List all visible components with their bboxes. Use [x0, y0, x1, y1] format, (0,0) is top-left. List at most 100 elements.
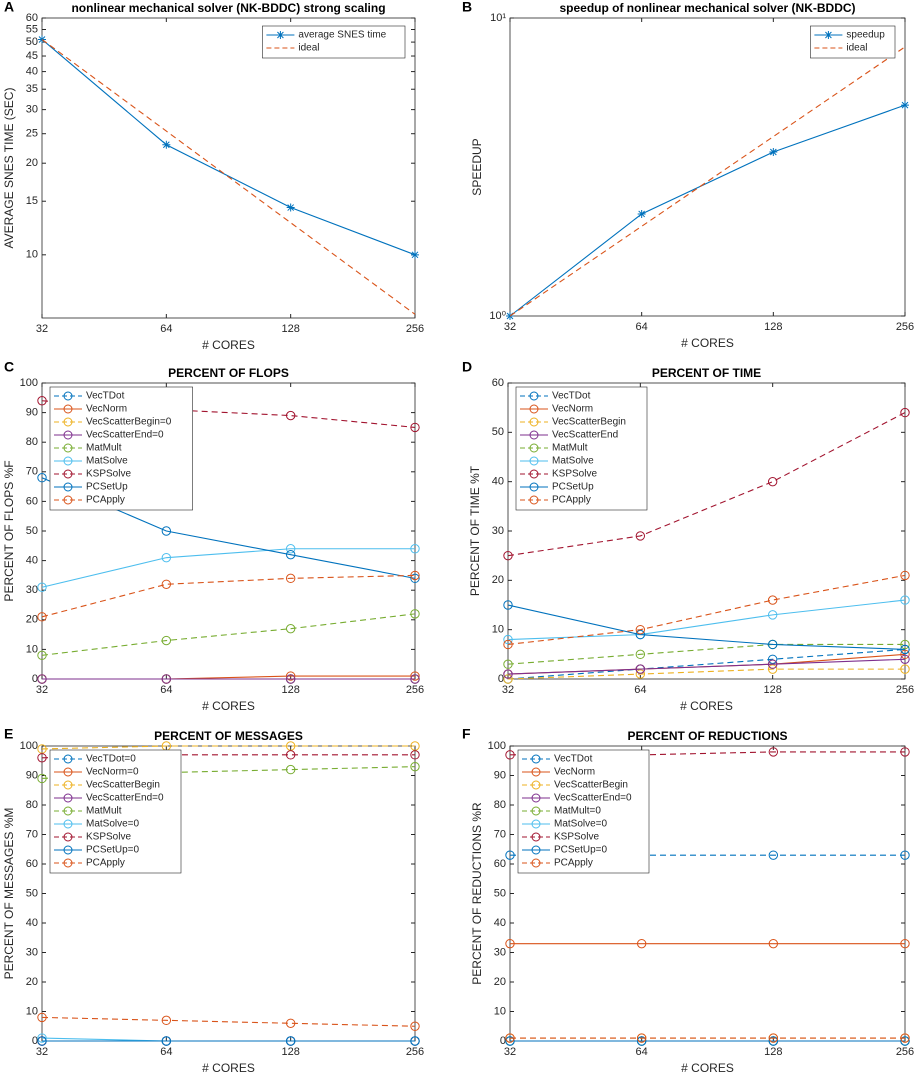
y-tick-label: 50 [26, 525, 38, 537]
legend-marker [531, 780, 541, 790]
marker [161, 579, 172, 589]
x-axis-label: # CORES [202, 338, 255, 352]
y-tick-label: 70 [494, 828, 506, 840]
legend-label: speedup [846, 30, 885, 41]
panel-letter: F [462, 726, 471, 742]
marker [285, 671, 296, 681]
marker [900, 595, 910, 605]
marker [505, 938, 515, 949]
panel-letter: A [4, 0, 14, 15]
legend-marker [276, 31, 285, 39]
legend-label: KSPSolve [86, 469, 131, 480]
marker [161, 1015, 172, 1026]
legend-label: MatSolve [552, 456, 594, 467]
marker [285, 623, 296, 634]
legend-label: KSPSolve [554, 832, 599, 843]
y-tick-label: 40 [492, 476, 504, 488]
legend-marker [529, 482, 539, 492]
series-line [41, 1016, 416, 1027]
legend-label: VecTDot [554, 754, 593, 765]
series-line [507, 574, 906, 646]
y-tick-label: 55 [26, 23, 38, 35]
legend-marker [529, 417, 539, 427]
y-tick-label: 10 [26, 1005, 38, 1017]
marker [635, 629, 646, 640]
series-line [507, 599, 906, 641]
plot-box [41, 17, 416, 319]
y-tick-label: 10 [26, 643, 38, 655]
y-tick-label: 40 [26, 555, 38, 567]
legend-label: VecTDot [86, 391, 125, 402]
panel-letter: B [462, 0, 472, 15]
marker [410, 674, 420, 684]
legend-label: MatSolve=0 [86, 819, 140, 830]
series-line [507, 668, 905, 680]
legend-label: MatMult [86, 806, 122, 817]
x-tick-label: 256 [896, 321, 914, 333]
y-tick-label: 70 [26, 466, 38, 478]
y-tick-label: 45 [26, 50, 38, 62]
y-axis-label: PERCENT OF TIME %T [468, 465, 482, 596]
marker [161, 526, 172, 536]
legend-marker [529, 456, 539, 466]
marker [503, 674, 513, 684]
y-tick-label: 60 [26, 495, 38, 507]
legend-marker [531, 845, 541, 855]
marker [410, 1036, 420, 1046]
marker [37, 612, 47, 622]
series-line [509, 46, 906, 317]
x-tick-label: 128 [281, 1046, 299, 1058]
legend-marker [63, 845, 73, 855]
x-tick-label: 32 [36, 1046, 48, 1058]
x-tick-label: 64 [160, 323, 172, 335]
series-line [507, 648, 906, 680]
marker [410, 422, 420, 433]
legend-label: PCApply [86, 495, 125, 506]
y-tick-label: 90 [26, 769, 38, 781]
marker [37, 1012, 47, 1023]
legend-marker [531, 858, 541, 868]
y-tick-label: 80 [26, 799, 38, 811]
legend-marker [63, 404, 73, 414]
panel-letter: C [4, 359, 14, 375]
x-tick-label: 128 [764, 321, 782, 333]
marker [503, 639, 513, 650]
chart-title: speedup of nonlinear mechanical solver (… [559, 1, 855, 15]
marker [410, 1021, 420, 1031]
marker [505, 750, 515, 760]
y-tick-label: 60 [26, 12, 38, 24]
marker [285, 764, 296, 775]
marker [410, 544, 420, 554]
series-line [507, 658, 906, 675]
marker [767, 639, 778, 650]
marker [38, 35, 46, 44]
chart-title: nonlinear mechanical solver (NK-BDDC) st… [71, 1, 385, 15]
x-tick-label: 32 [504, 321, 516, 333]
series-line [41, 745, 415, 750]
x-tick-label: 64 [636, 321, 648, 333]
legend-marker [63, 754, 73, 764]
x-tick-label: 256 [896, 1046, 914, 1058]
marker [900, 644, 910, 655]
legend-marker [63, 391, 73, 401]
marker [37, 582, 47, 592]
legend-marker [63, 858, 73, 868]
y-tick-label: 90 [26, 407, 38, 419]
series-line [507, 604, 906, 650]
marker [769, 148, 778, 157]
marker [37, 396, 47, 406]
legend-marker [531, 754, 541, 764]
y-tick-label: 70 [26, 828, 38, 840]
y-tick-label: 30 [494, 946, 506, 958]
legend-label: PCSetUp=0 [554, 845, 608, 856]
y-tick-label: 30 [26, 584, 38, 596]
x-tick-label: 256 [406, 1046, 424, 1058]
legend-label: VecScatterBegin [552, 417, 626, 428]
legend-marker [63, 469, 73, 479]
marker [900, 664, 910, 674]
marker [767, 659, 778, 669]
marker [503, 634, 513, 645]
marker [37, 650, 47, 661]
y-tick-label: 10⁰ [489, 310, 506, 322]
marker [767, 664, 778, 674]
